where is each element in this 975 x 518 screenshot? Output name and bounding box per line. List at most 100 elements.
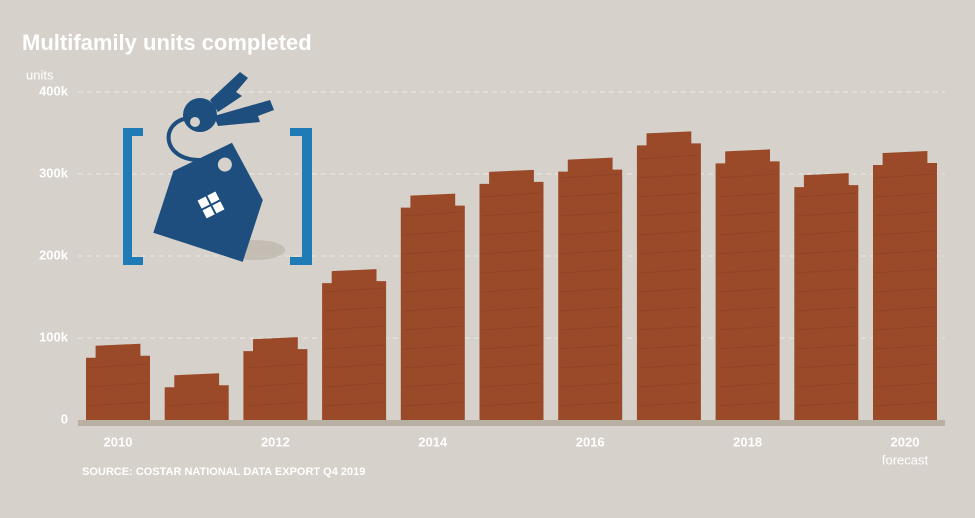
bar-texture (638, 306, 699, 312)
bar-texture (717, 306, 778, 312)
bar-texture (796, 382, 857, 388)
key-blade-2 (214, 100, 274, 126)
key-ring (166, 116, 201, 162)
bar-texture (560, 401, 621, 407)
bar-texture (717, 230, 778, 236)
bar (400, 193, 465, 420)
bar (86, 343, 150, 420)
bar-texture (87, 401, 149, 407)
bar-texture (402, 249, 463, 255)
bar-texture (874, 230, 936, 236)
bar-texture (796, 230, 857, 236)
bar (479, 169, 544, 420)
bar-texture (560, 382, 621, 388)
bar-texture (638, 173, 699, 179)
bar-texture (874, 344, 936, 350)
bar (558, 157, 623, 420)
bar-texture (481, 211, 542, 217)
bar-texture (481, 363, 542, 369)
x-tick-label: 2012 (261, 434, 290, 449)
bar-texture (874, 382, 936, 388)
bar-texture (717, 401, 778, 407)
bar-texture (796, 363, 857, 369)
bar-texture (874, 192, 936, 198)
x-tick-label: 2020 (891, 434, 920, 449)
bar-texture (874, 363, 936, 369)
y-tick-label: 200k (39, 247, 69, 262)
y-tick-label: 100k (39, 329, 69, 344)
bar (322, 269, 387, 420)
bar-texture (560, 287, 621, 293)
bar-texture (560, 211, 621, 217)
house-tag (153, 142, 263, 262)
bar-texture (324, 363, 385, 369)
tag-hole (217, 157, 232, 172)
x-tick-label: 2016 (576, 434, 605, 449)
bar-texture (245, 401, 306, 407)
y-tick-label: 400k (39, 83, 69, 98)
bar-texture (166, 401, 227, 407)
window (197, 191, 225, 219)
bar (715, 149, 780, 420)
bar-texture (638, 344, 699, 350)
bar-texture (402, 306, 463, 312)
bracket-right (290, 128, 312, 265)
bar-texture (796, 306, 857, 312)
y-tick-label: 300k (39, 165, 69, 180)
bar-texture (560, 249, 621, 255)
bar-texture (638, 401, 699, 407)
bar-texture (402, 268, 463, 274)
bar-texture (481, 325, 542, 331)
bar-texture (638, 230, 699, 236)
bar-texture (638, 268, 699, 274)
bar-texture (717, 173, 778, 179)
bar-texture (717, 249, 778, 255)
bar-texture (245, 363, 306, 369)
x-tick-label: 2018 (733, 434, 762, 449)
bar-texture (717, 211, 778, 217)
bar-texture (481, 306, 542, 312)
bar (873, 151, 937, 421)
bar-texture (796, 401, 857, 407)
bar-texture (717, 325, 778, 331)
bar-texture (796, 325, 857, 331)
x-tick-label: 2014 (418, 434, 448, 449)
bar-texture (324, 382, 385, 388)
bar-texture (324, 401, 385, 407)
bar-texture (402, 325, 463, 331)
bar-texture (560, 363, 621, 369)
bar-texture (874, 401, 936, 407)
bar-texture (560, 230, 621, 236)
bar-texture (481, 382, 542, 388)
bar (164, 373, 229, 420)
bar-texture (874, 287, 936, 293)
bar-texture (402, 344, 463, 350)
bar-texture (402, 401, 463, 407)
bar-texture (324, 306, 385, 312)
bar-texture (402, 287, 463, 293)
bar-texture (481, 344, 542, 350)
bar-texture (874, 268, 936, 274)
bar-texture (560, 344, 621, 350)
bar-texture (874, 325, 936, 331)
bar-texture (481, 287, 542, 293)
bar-texture (796, 344, 857, 350)
bar-texture (324, 287, 385, 293)
bar-texture (324, 325, 385, 331)
bar-texture (717, 287, 778, 293)
bar-texture (717, 363, 778, 369)
bar-texture (481, 192, 542, 198)
bar-texture (874, 173, 936, 179)
bar-texture (638, 154, 699, 160)
bar-texture (638, 249, 699, 255)
y-axis-label: units (26, 67, 54, 82)
bar-texture (402, 382, 463, 388)
bar-texture (796, 192, 857, 198)
bar-texture (560, 268, 621, 274)
bar-texture (638, 382, 699, 388)
bar (243, 337, 308, 420)
bar-texture (560, 325, 621, 331)
y-tick-label: 0 (61, 411, 68, 426)
